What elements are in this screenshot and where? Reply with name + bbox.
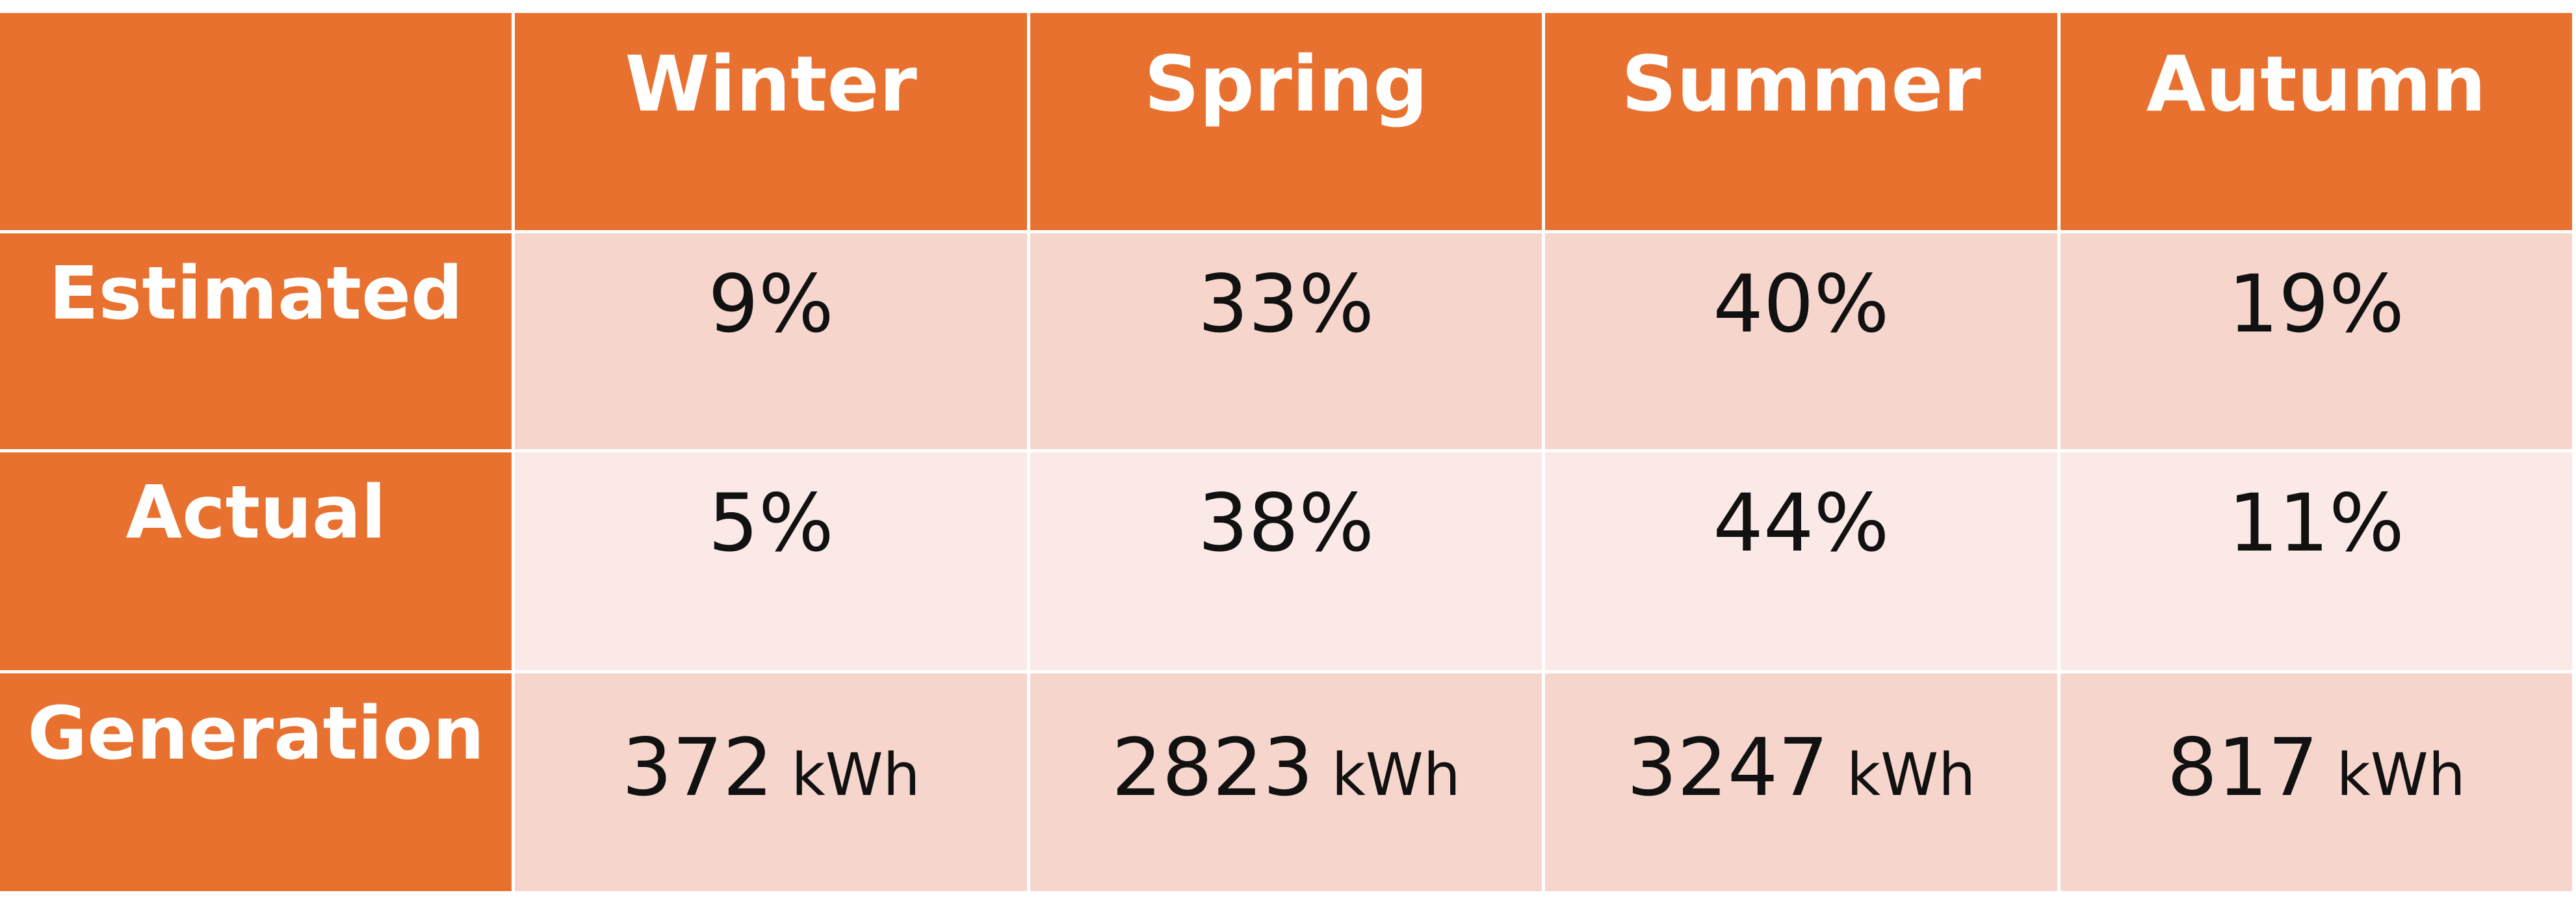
- value-text: 5%: [708, 477, 834, 569]
- value-number: 372: [621, 722, 774, 814]
- row-label: Estimated: [49, 252, 463, 336]
- header-text: Winter: [625, 39, 917, 129]
- header-cell: Summer: [1545, 13, 2057, 230]
- value-cell: 2823 kWh: [1030, 673, 1542, 891]
- value-cell: 33%: [1030, 233, 1542, 449]
- value-number: 3247: [1626, 722, 1829, 814]
- value-text: 38%: [1197, 477, 1375, 569]
- value-cell: 19%: [2060, 233, 2572, 449]
- value-unit: kWh: [2336, 741, 2465, 809]
- value-cell: 817 kWh: [2060, 673, 2572, 891]
- value-text: 40%: [1713, 258, 1890, 350]
- header-cell: Autumn: [2060, 13, 2572, 230]
- value-cell: 5%: [515, 452, 1027, 670]
- value-unit: kWh: [1847, 741, 1976, 809]
- value-cell: 11%: [2060, 452, 2572, 670]
- value-text: 9%: [708, 258, 834, 350]
- value-text: 33%: [1197, 258, 1375, 350]
- row-label: Generation: [27, 692, 485, 776]
- row-label-cell: Generation: [0, 673, 512, 891]
- row-label: Actual: [125, 471, 386, 555]
- value-cell: 372 kWh: [515, 673, 1027, 891]
- value-cell: 38%: [1030, 452, 1542, 670]
- header-cell: Spring: [1030, 13, 1542, 230]
- header-text: Summer: [1621, 39, 1981, 129]
- value-cell: 9%: [515, 233, 1027, 449]
- header-cell: Winter: [515, 13, 1027, 230]
- value-number: 817: [2166, 722, 2319, 814]
- value-number: 2823: [1112, 722, 1314, 814]
- value-text: 44%: [1713, 477, 1890, 569]
- row-label-cell: Estimated: [0, 233, 512, 449]
- value-cell: 3247 kWh: [1545, 673, 2057, 891]
- table: Winter Spring Summer Autumn Estimated 9% 33% 40…: [0, 13, 2572, 892]
- value-unit: kWh: [791, 741, 920, 809]
- value-text: 19%: [2228, 258, 2404, 350]
- value-cell: 44%: [1545, 452, 2057, 670]
- corner-cell: [0, 13, 512, 230]
- header-text: Autumn: [2146, 39, 2486, 129]
- value-unit: kWh: [1331, 741, 1461, 809]
- row-label-cell: Actual: [0, 452, 512, 670]
- header-text: Spring: [1144, 39, 1428, 129]
- value-cell: 40%: [1545, 233, 2057, 449]
- value-text: 11%: [2228, 477, 2404, 569]
